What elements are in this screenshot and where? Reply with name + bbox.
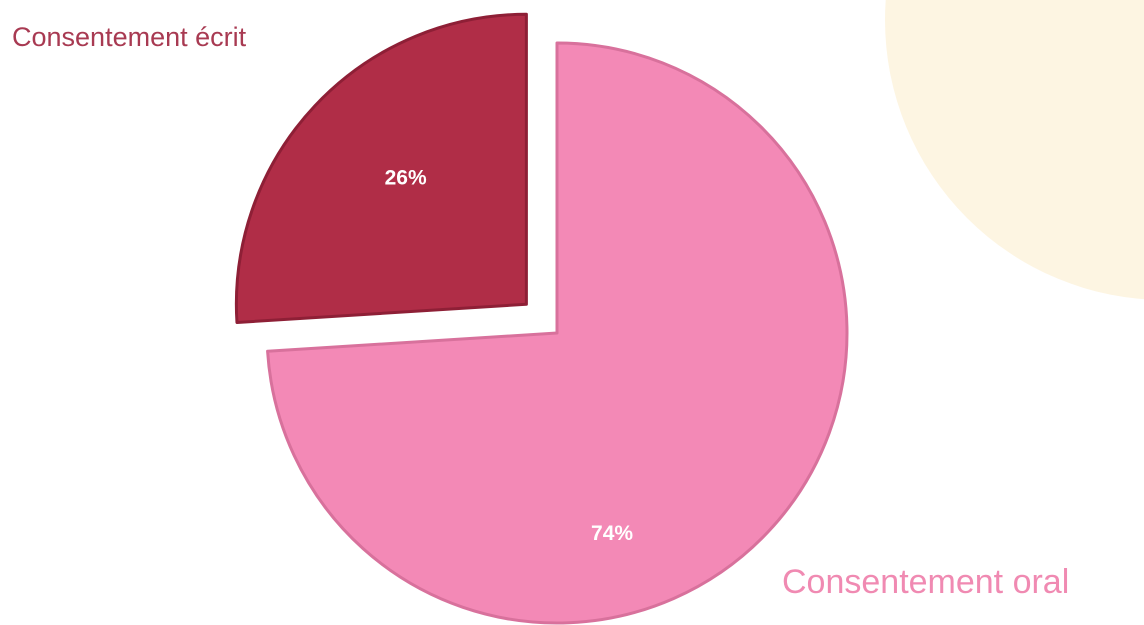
data-label-oral: 74% [591, 522, 633, 545]
data-label-written: 26% [385, 166, 427, 189]
pie-slice-oral [266, 41, 849, 625]
pie-slice-written [234, 12, 528, 324]
category-label-written-consent: Consentement écrit [12, 22, 247, 52]
category-label-oral-consent: Consentement oral [782, 563, 1070, 601]
